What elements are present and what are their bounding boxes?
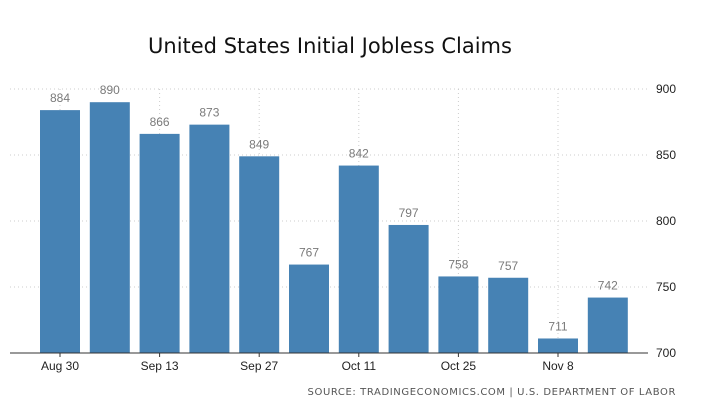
bar bbox=[538, 338, 578, 353]
data-label: 742 bbox=[598, 279, 618, 293]
bar bbox=[338, 165, 379, 353]
bar bbox=[488, 277, 529, 353]
data-label: 757 bbox=[498, 259, 518, 273]
data-label: 842 bbox=[349, 147, 369, 161]
chart-title: United States Initial Jobless Claims bbox=[148, 34, 512, 58]
y-tick-label: 800 bbox=[656, 214, 676, 228]
data-label: 866 bbox=[150, 115, 170, 129]
bar bbox=[289, 264, 329, 353]
data-label: 873 bbox=[199, 106, 219, 120]
x-tick-label: Nov 8 bbox=[542, 359, 574, 373]
bar bbox=[139, 133, 180, 353]
x-tick-label: Sep 13 bbox=[141, 359, 179, 373]
data-label: 767 bbox=[299, 246, 319, 260]
data-label: 797 bbox=[399, 206, 419, 220]
data-label: 884 bbox=[50, 91, 70, 105]
data-label: 890 bbox=[100, 83, 120, 97]
data-label: 849 bbox=[249, 137, 269, 151]
data-label: 711 bbox=[548, 319, 567, 333]
bar bbox=[388, 224, 429, 353]
bar bbox=[89, 102, 130, 353]
x-tick-label: Oct 25 bbox=[441, 359, 477, 373]
x-tick-label: Sep 27 bbox=[240, 359, 278, 373]
bar bbox=[239, 156, 280, 353]
y-tick-label: 700 bbox=[656, 346, 676, 360]
data-label: 758 bbox=[448, 257, 468, 271]
x-tick-label: Oct 11 bbox=[342, 359, 377, 373]
bar bbox=[189, 124, 230, 353]
bar bbox=[587, 297, 628, 353]
bar bbox=[438, 276, 479, 353]
y-tick-label: 750 bbox=[656, 280, 676, 294]
source-note: SOURCE: TRADINGECONOMICS.COM | U.S. DEPA… bbox=[307, 387, 676, 398]
y-tick-label: 900 bbox=[656, 82, 676, 96]
y-tick-label: 850 bbox=[656, 148, 676, 162]
bar bbox=[40, 110, 80, 354]
x-tick-label: Aug 30 bbox=[41, 359, 79, 373]
